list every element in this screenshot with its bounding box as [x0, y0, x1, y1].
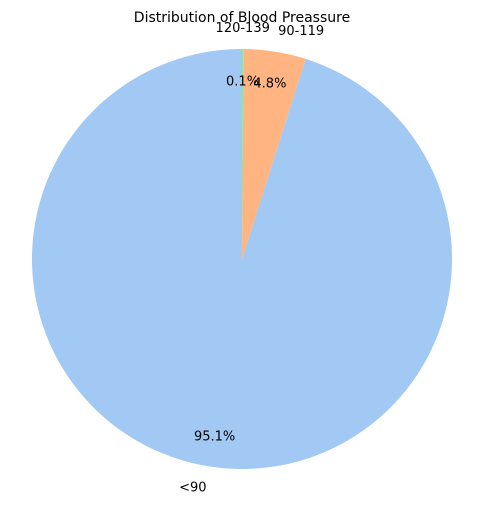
chart-title: Distribution of Blood Preassure [134, 10, 350, 26]
pie-percent-label: 0.1% [226, 75, 259, 90]
pie-category-label: 120-139 [216, 21, 270, 36]
pie-category-label: 90-119 [278, 24, 324, 39]
pie-slice-120-139 [242, 49, 244, 259]
pie-percent-label: 95.1% [194, 429, 235, 444]
pie-slices [31, 49, 453, 470]
pie-slice-90-119 [242, 49, 306, 259]
pie-category-label: <90 [179, 480, 206, 495]
pie-percent-label: 4.8% [253, 77, 286, 92]
pie-labels: <90 95.1% 90-119 4.8% 120-139 0.1% [179, 21, 324, 495]
